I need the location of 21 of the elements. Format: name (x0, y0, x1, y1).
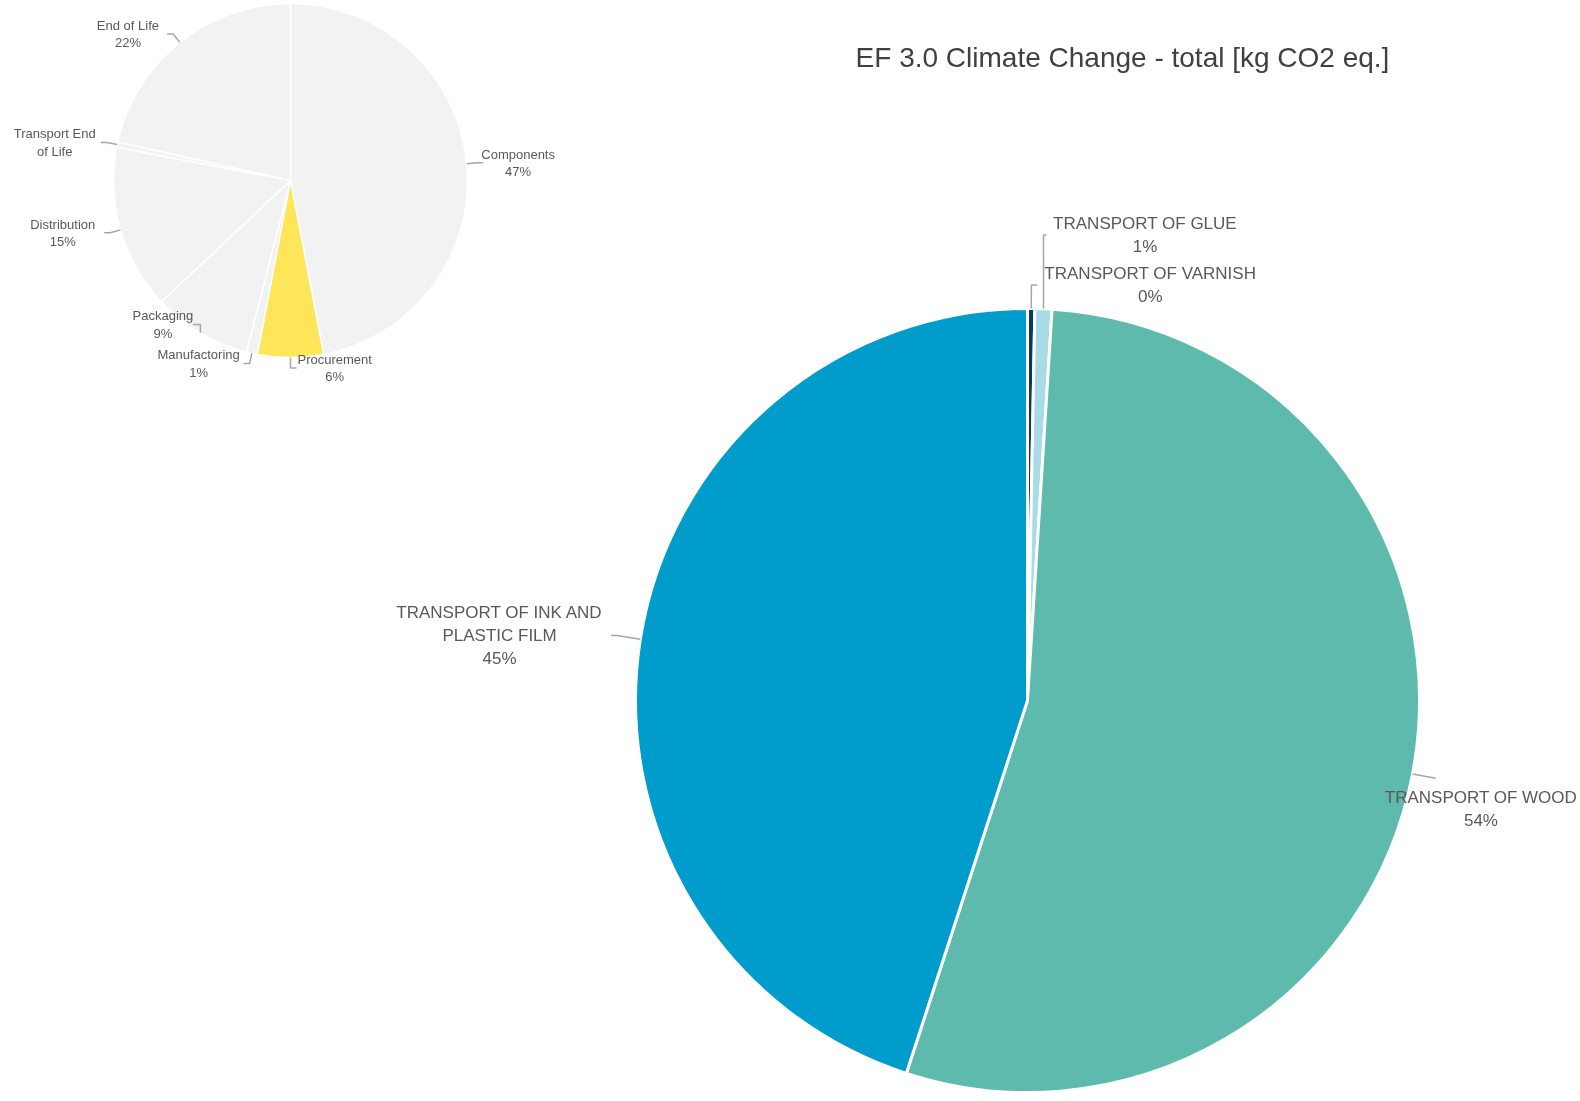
slice-label: TRANSPORT OF INK AND PLASTIC FILM (396, 603, 602, 645)
slice-label: Distribution (30, 216, 96, 232)
data-label: 1% (1132, 237, 1158, 257)
slice-label: Manufactoring (157, 347, 240, 363)
slice-label: Procurement (297, 351, 373, 367)
data-label: 6% (325, 369, 345, 385)
data-label: 0% (1138, 286, 1163, 306)
data-label: 54% (1463, 811, 1498, 831)
data-label: 9% (153, 325, 173, 341)
slice-label: Components (481, 146, 556, 162)
slice-label: Packaging (132, 308, 194, 324)
chart-title: EF 3.0 Climate Change - total [kg CO2 eq.] (855, 42, 1390, 73)
data-label: 1% (189, 364, 209, 380)
slice-label: Transport End of Life (13, 126, 96, 159)
slice-label: TRANSPORT OF GLUE (1053, 214, 1237, 234)
slice-label: TRANSPORT OF VARNISH (1044, 264, 1256, 284)
data-label: 45% (482, 648, 517, 668)
data-label: 47% (505, 164, 532, 180)
data-label: 15% (49, 234, 77, 250)
data-label: 22% (114, 35, 142, 51)
slice-label: End of Life (96, 17, 160, 33)
